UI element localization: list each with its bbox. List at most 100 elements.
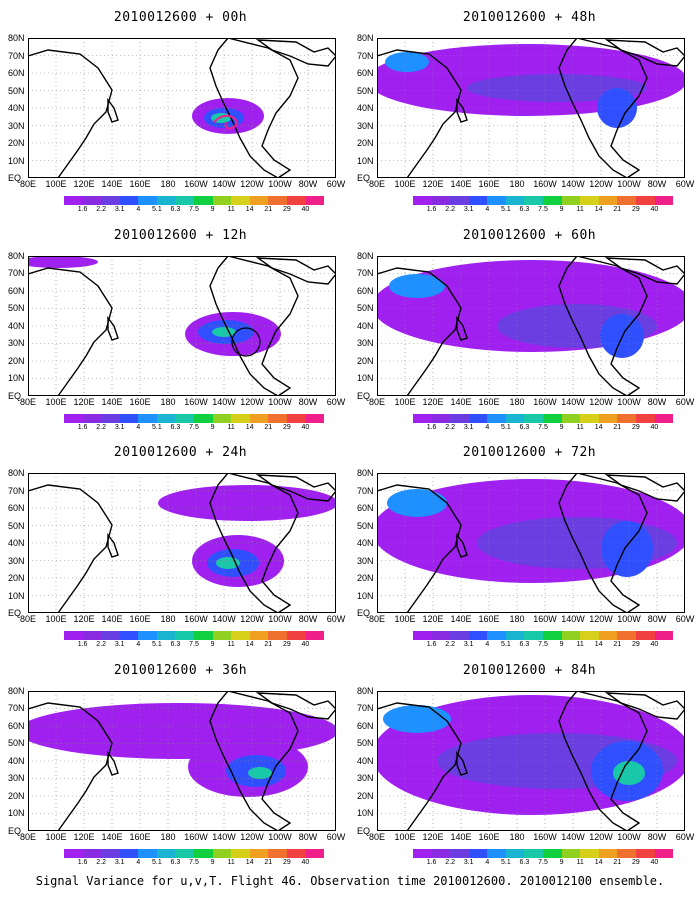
colorbar-label: 5.1	[151, 858, 162, 866]
colorbar-label: 14	[245, 423, 254, 431]
colorbar-label: 29	[631, 858, 640, 866]
colorbar-swatch	[101, 848, 120, 858]
colorbar-label: 6.3	[519, 206, 530, 213]
colorbar-swatch	[505, 848, 525, 858]
colorbar-label: 40	[301, 206, 310, 213]
latitude-label: 50N	[8, 303, 25, 313]
map-frame: 80N 70N 60N 50N 40N 30N 20N 10N EQ 80E 100E 120E 140…	[357, 33, 694, 189]
colorbar-label: 11	[227, 423, 235, 431]
colorbar-swatch	[598, 848, 618, 858]
colorbar-label: 1.6	[426, 858, 437, 866]
latitude-label: 10N	[8, 373, 25, 383]
panel-title: 2010012600 + 60h	[462, 227, 597, 243]
map-border	[377, 690, 685, 831]
colorbar-swatch	[561, 631, 581, 640]
colorbar-swatch	[138, 631, 157, 640]
colorbar-label: 29	[282, 423, 291, 431]
longitude-label: 120E	[73, 179, 95, 189]
longitude-label: 80W	[647, 179, 667, 189]
map-canvas	[18, 689, 338, 832]
colorbar-label: 1.6	[77, 206, 88, 213]
longitude-label: 60W	[675, 179, 695, 189]
colorbar-swatch	[561, 196, 581, 205]
longitude-label: 160E	[478, 614, 500, 624]
colorbar-swatch	[524, 196, 544, 205]
colorbar-swatch	[413, 413, 432, 423]
colorbar-label: 7.5	[538, 641, 548, 648]
colorbar-swatch	[305, 631, 325, 640]
colorbar-swatch	[194, 413, 213, 423]
latitude-label: 30N	[357, 773, 374, 783]
colorbar-label: 7.5	[538, 423, 548, 431]
longitude-label: 60W	[326, 179, 346, 189]
latitude-label: 40N	[8, 755, 25, 766]
map-panel: 2010012600 + 00h 80N 70N 60N 50N 40N 30N 20N 10N…	[8, 0, 353, 218]
longitude-label: 140E	[450, 614, 472, 624]
colorbar-label: 21	[264, 858, 273, 866]
colorbar-label: 3.1	[114, 858, 125, 866]
latitude-label: 60N	[8, 285, 25, 296]
latitude-label: 10N	[357, 808, 374, 818]
longitude-label: 160W	[533, 831, 557, 842]
colorbar-swatch	[431, 631, 451, 640]
latitude-label: 60N	[357, 720, 374, 731]
colorbar-swatch	[431, 413, 451, 423]
longitude-label: 80W	[647, 614, 667, 624]
latitude-label: 30N	[357, 338, 374, 348]
colorbar-label: 5.1	[151, 423, 162, 431]
map-frame: 80N 70N 60N 50N 40N 30N 20N 10N EQ 80E 100E 120E 140…	[8, 468, 345, 624]
map-canvas	[372, 254, 692, 397]
coastline	[209, 472, 299, 614]
coastline	[456, 315, 468, 341]
colorbar-label: 2.2	[96, 206, 107, 213]
colorbar-swatch	[64, 848, 83, 858]
colorbar-label: 6.3	[170, 206, 181, 213]
coastline	[255, 256, 337, 285]
colorbar-label: 11	[576, 206, 584, 213]
colorbar-label: 7.5	[189, 641, 199, 648]
colorbar-swatch	[101, 631, 120, 640]
longitude-label: 100W	[268, 614, 292, 624]
colorbar-swatch	[431, 196, 451, 205]
latitude-label: 50N	[357, 303, 374, 313]
colorbar-label: 2.2	[445, 206, 456, 213]
longitude-label: 120W	[240, 179, 264, 189]
longitude-label: 180	[509, 179, 525, 189]
map-canvas	[367, 37, 687, 179]
longitude-label: 180	[160, 179, 176, 189]
latitude-label: 60N	[357, 503, 374, 513]
longitude-label: 100E	[394, 396, 416, 407]
colorbar-label: 1.6	[77, 423, 88, 431]
longitude-label: 100W	[617, 831, 641, 842]
colorbar-label: 6.3	[519, 858, 530, 866]
colorbar-swatch	[82, 196, 102, 205]
map-panel: 2010012600 + 12h 80N 70N 60N 50N 40N 30N 20N 10N…	[8, 218, 353, 436]
colorbar-swatch	[138, 413, 157, 423]
colorbar-label: 9	[559, 641, 564, 648]
colorbar-label: 2.2	[445, 858, 456, 866]
map-frame: 80N 70N 60N 50N 40N 30N 20N 10N EQ 80E 100E 120E 140…	[357, 251, 694, 407]
longitude-label: 100E	[45, 396, 67, 407]
colorbar-swatch	[654, 631, 674, 640]
longitude-label: 180	[509, 614, 525, 624]
colorbar-swatch	[212, 413, 232, 423]
latitude-label: 50N	[8, 85, 25, 96]
colorbar-swatch	[138, 848, 157, 858]
colorbar-swatch	[524, 848, 544, 858]
latitude-label: 20N	[8, 138, 25, 148]
coastline	[558, 472, 648, 614]
colorbar-swatch	[561, 413, 581, 423]
colorbar-label: 9	[210, 641, 215, 648]
coastline	[558, 689, 648, 832]
colorbar-swatch	[561, 848, 581, 858]
colorbar-swatch	[468, 413, 488, 423]
longitude-label: 120E	[73, 614, 95, 624]
map-border	[28, 473, 336, 613]
colorbar-swatch	[635, 196, 655, 205]
map-frame: 80N 70N 60N 50N 40N 30N 20N 10N EQ 80E 100E 120E 140…	[357, 468, 694, 624]
latitude-label: 70N	[8, 485, 25, 496]
colorbar-swatch	[175, 631, 195, 640]
map-border	[377, 38, 685, 178]
latitude-label: 60N	[8, 503, 25, 513]
colorbar-swatch	[175, 196, 195, 205]
